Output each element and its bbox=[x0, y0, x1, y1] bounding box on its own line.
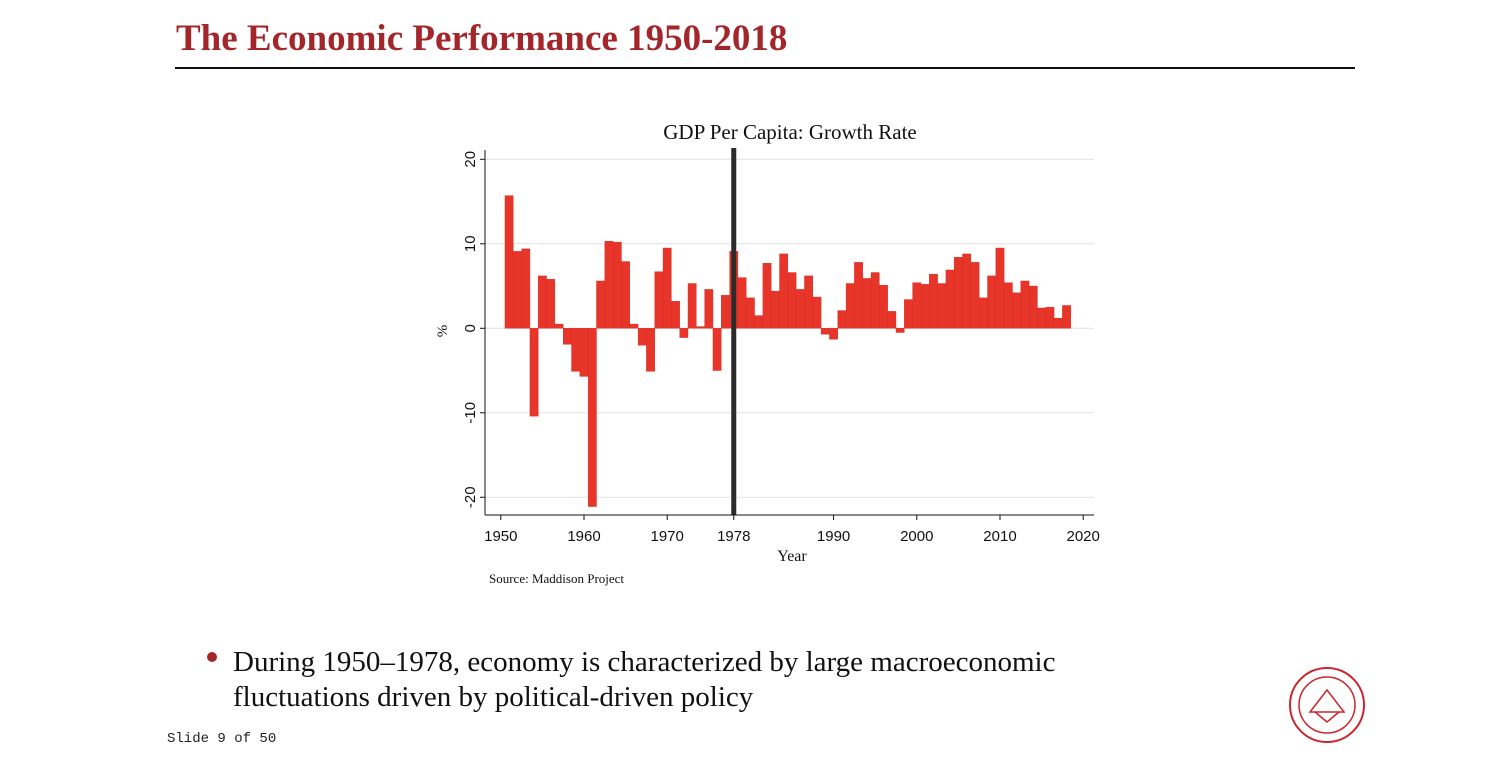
bar bbox=[995, 247, 1005, 329]
bar bbox=[837, 310, 847, 329]
x-tick-label: 2020 bbox=[1066, 528, 1099, 545]
logo-ring bbox=[1298, 676, 1356, 734]
bar bbox=[554, 323, 564, 329]
bar bbox=[879, 284, 888, 329]
y-axis-label: % bbox=[435, 325, 451, 338]
slide-title: The Economic Performance 1950-2018 bbox=[176, 18, 787, 59]
bar bbox=[654, 271, 664, 329]
bar bbox=[945, 269, 955, 329]
bar bbox=[662, 247, 672, 329]
bar bbox=[937, 283, 947, 329]
bar bbox=[1045, 306, 1055, 329]
y-tick-label: -10 bbox=[462, 402, 479, 424]
bar bbox=[904, 299, 913, 329]
bar bbox=[579, 328, 589, 377]
bar bbox=[779, 253, 789, 329]
bar bbox=[912, 282, 922, 329]
bar bbox=[1062, 305, 1071, 329]
bar bbox=[929, 274, 938, 329]
y-tick-label: 20 bbox=[462, 151, 479, 168]
x-tick-label: 2010 bbox=[983, 528, 1016, 545]
bar bbox=[762, 263, 772, 329]
x-tick-label: 1970 bbox=[651, 528, 684, 545]
bar bbox=[987, 275, 997, 329]
chart-title: GDP Per Capita: Growth Rate bbox=[663, 120, 917, 144]
bar bbox=[704, 289, 714, 329]
bar bbox=[870, 272, 880, 329]
bar bbox=[812, 296, 822, 329]
bar bbox=[804, 275, 813, 329]
logo-ring bbox=[1289, 667, 1365, 743]
bar bbox=[970, 262, 980, 329]
bar bbox=[770, 290, 780, 329]
bar bbox=[546, 279, 556, 329]
x-tick-label: 1960 bbox=[567, 528, 600, 545]
bullet-text: fluctuations driven by political-driven … bbox=[233, 681, 754, 713]
bar bbox=[754, 315, 764, 329]
bar bbox=[829, 328, 838, 340]
bar bbox=[737, 277, 747, 329]
x-tick-label: 1978 bbox=[717, 528, 750, 545]
y-tick-label: 0 bbox=[462, 324, 479, 332]
y-tick-label: -20 bbox=[462, 486, 479, 508]
chart-note: Source: Maddison Project bbox=[489, 571, 624, 586]
bar bbox=[920, 284, 930, 329]
x-axis-label: Year bbox=[777, 548, 807, 565]
bar bbox=[637, 328, 647, 346]
bar bbox=[820, 328, 830, 335]
bar bbox=[604, 241, 614, 329]
bar bbox=[1003, 282, 1013, 329]
bar bbox=[629, 323, 639, 329]
bullet-dot bbox=[207, 652, 217, 662]
bar bbox=[787, 272, 797, 329]
bar bbox=[1053, 317, 1063, 329]
bar bbox=[671, 301, 680, 329]
x-tick-label: 1950 bbox=[484, 528, 517, 545]
y-tick-label: 10 bbox=[462, 235, 479, 252]
university-logo bbox=[1289, 667, 1365, 743]
slide-number: Slide 9 of 50 bbox=[167, 731, 276, 747]
bar bbox=[1028, 285, 1038, 329]
bar bbox=[679, 328, 689, 338]
bar bbox=[962, 253, 972, 329]
bar bbox=[845, 283, 855, 329]
logo-thistle bbox=[1308, 688, 1346, 723]
bar bbox=[746, 297, 755, 329]
bar bbox=[696, 326, 705, 329]
bar bbox=[795, 289, 805, 329]
bar bbox=[521, 248, 531, 329]
bar bbox=[887, 311, 897, 329]
bar bbox=[529, 328, 539, 417]
bar bbox=[646, 328, 655, 372]
bar bbox=[712, 328, 722, 371]
bar bbox=[687, 283, 697, 329]
bar bbox=[587, 328, 597, 507]
bar bbox=[721, 295, 730, 329]
bar bbox=[571, 328, 581, 372]
bar bbox=[1012, 292, 1021, 329]
bar bbox=[1037, 307, 1046, 329]
bar bbox=[978, 297, 988, 329]
bar bbox=[596, 280, 606, 329]
bar bbox=[895, 328, 905, 333]
x-tick-label: 1990 bbox=[817, 528, 850, 545]
bar bbox=[862, 278, 872, 329]
bar bbox=[504, 195, 514, 329]
bar bbox=[954, 257, 963, 329]
bullet-text: During 1950–1978, economy is characteriz… bbox=[233, 646, 1055, 678]
bar bbox=[563, 328, 572, 345]
x-tick-label: 2000 bbox=[900, 528, 933, 545]
bar bbox=[621, 261, 630, 329]
bar bbox=[538, 275, 547, 329]
bar bbox=[854, 262, 863, 329]
bar bbox=[513, 251, 522, 329]
bar bbox=[1020, 280, 1030, 329]
bar bbox=[612, 241, 622, 329]
